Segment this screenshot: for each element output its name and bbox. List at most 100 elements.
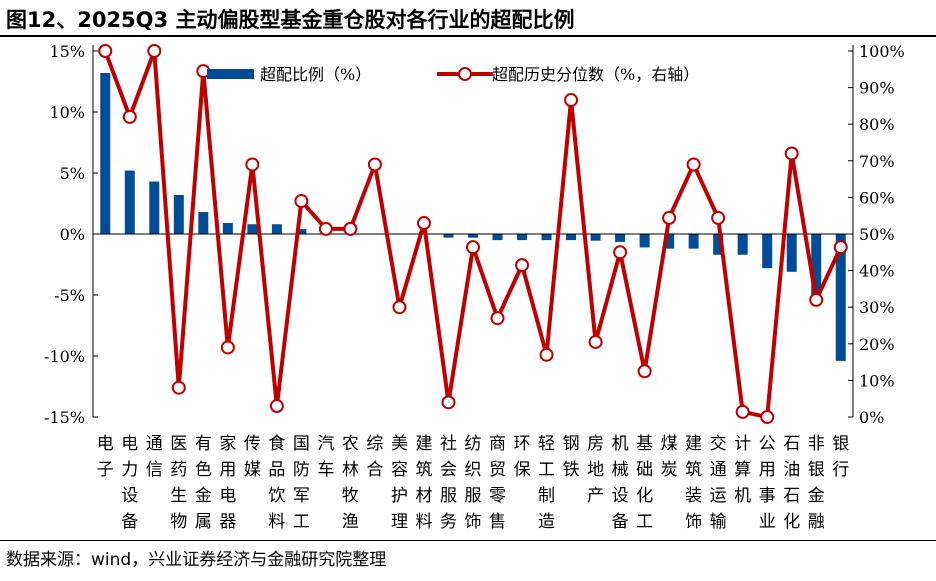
percentile-point-轻工制造 <box>539 347 554 362</box>
category-label: 通信 <box>146 434 163 480</box>
category-label: 美容护理 <box>391 434 408 532</box>
percentile-point-传媒 <box>245 157 260 172</box>
category-label: 传媒 <box>244 434 261 480</box>
bar-医药生物 <box>173 194 184 234</box>
right-tick-label: 30% <box>859 298 895 317</box>
source-divider <box>0 540 936 541</box>
right-tick-label: 60% <box>859 188 895 207</box>
right-tick-label: 0% <box>859 408 884 427</box>
bar-国防军工 <box>296 229 307 234</box>
legend-line-label: 超配历史分位数（%，右轴） <box>492 65 699 84</box>
category-label: 家用电器 <box>219 434 236 532</box>
bar-钢铁 <box>566 234 577 241</box>
category-label: 医药生物 <box>170 434 187 532</box>
category-label: 纺织服饰 <box>465 434 482 532</box>
bar-公用事业 <box>762 234 773 269</box>
bar-环保 <box>517 234 528 241</box>
percentile-point-石油石化 <box>784 146 799 161</box>
percentile-point-机械设备 <box>613 245 628 260</box>
bar-基础化工 <box>639 234 650 248</box>
bar-计算机 <box>737 234 748 255</box>
bar-通信 <box>149 181 160 234</box>
right-tick-label: 10% <box>859 371 895 390</box>
bar-银行 <box>835 234 846 361</box>
legend-bar-label: 超配比例（%） <box>260 65 371 84</box>
chart-title: 图12、2025Q3 主动偏股型基金重仓股对各行业的超配比例 <box>6 8 575 32</box>
category-label: 非银金融 <box>808 434 825 532</box>
percentile-point-商贸零售 <box>490 311 505 326</box>
category-label: 有色金属 <box>195 434 212 532</box>
right-tick-label: 40% <box>859 262 895 281</box>
category-label: 轻工制造 <box>538 434 555 532</box>
bar-房地产 <box>590 234 601 241</box>
right-tick-label: 80% <box>859 115 895 134</box>
bar-传媒 <box>247 224 258 234</box>
category-label: 综合 <box>366 434 383 480</box>
left-tick-label: -5% <box>54 286 85 305</box>
right-tick-label: 70% <box>859 152 895 171</box>
bar-石油石化 <box>786 234 797 272</box>
category-label: 交通运输 <box>710 434 727 532</box>
percentile-point-农林牧渔 <box>343 221 358 236</box>
percentile-point-通信 <box>147 44 162 58</box>
bar-商贸零售 <box>492 234 503 241</box>
percentile-point-银行 <box>833 240 848 255</box>
category-label: 石油石化 <box>783 434 800 532</box>
percentile-point-医药生物 <box>171 380 186 395</box>
bar-机械设备 <box>615 234 626 242</box>
percentile-point-建筑装饰 <box>686 157 701 172</box>
bar-电子 <box>100 72 111 235</box>
category-label: 建筑装饰 <box>685 434 702 532</box>
percentile-point-汽车 <box>318 221 333 236</box>
percentile-point-煤炭 <box>662 210 677 225</box>
bar-非银金融 <box>811 234 822 295</box>
percentile-point-社会服务 <box>441 395 456 410</box>
right-tick-label: 20% <box>859 335 895 354</box>
title-divider <box>0 35 936 37</box>
left-tick-label: 5% <box>60 164 85 183</box>
category-label: 机械设备 <box>612 434 629 532</box>
category-label: 建筑材料 <box>415 434 432 532</box>
percentile-point-食品饮料 <box>269 399 284 414</box>
category-label: 银行 <box>832 434 849 480</box>
right-tick-label: 50% <box>859 225 895 244</box>
category-label: 环保 <box>514 434 531 480</box>
category-label: 房地产 <box>587 434 604 506</box>
percentile-point-房地产 <box>588 334 603 349</box>
percentile-point-纺织服饰 <box>466 240 480 255</box>
bar-家用电器 <box>222 223 233 234</box>
bar-社会服务 <box>443 234 454 238</box>
category-label: 社会服务 <box>440 434 457 532</box>
category-label: 基础化工 <box>636 434 653 532</box>
legend-bar-swatch <box>207 69 254 79</box>
category-label: 汽车 <box>317 434 334 480</box>
category-label: 农林牧渔 <box>342 434 359 532</box>
percentile-point-建筑材料 <box>416 216 431 231</box>
bar-交通运输 <box>713 234 724 255</box>
percentile-point-钢铁 <box>564 93 579 108</box>
category-label: 计算机 <box>734 434 751 506</box>
bar-电力设备 <box>124 170 135 234</box>
category-label: 钢铁 <box>563 434 580 480</box>
right-tick-label: 100% <box>859 42 905 61</box>
percentile-point-公用事业 <box>760 410 775 424</box>
left-tick-label: -15% <box>44 408 85 427</box>
percentile-point-家用电器 <box>220 340 235 355</box>
percentile-point-电子 <box>98 44 113 58</box>
percentile-point-电力设备 <box>122 109 137 124</box>
left-tick-label: 0% <box>60 225 85 244</box>
bar-轻工制造 <box>541 234 552 241</box>
bar-食品饮料 <box>271 224 282 234</box>
category-label: 煤炭 <box>661 434 678 480</box>
category-label: 商贸零售 <box>489 434 506 532</box>
category-label: 食品饮料 <box>268 434 285 532</box>
percentile-point-计算机 <box>735 404 750 419</box>
bar-建筑装饰 <box>688 234 699 249</box>
percentile-point-美容护理 <box>392 300 407 315</box>
source-note: 数据来源：wind，兴业证券经济与金融研究院整理 <box>6 550 387 570</box>
category-label: 公用事业 <box>759 434 776 532</box>
bar-有色金属 <box>198 212 209 234</box>
percentile-point-交通运输 <box>711 210 726 225</box>
left-tick-label: 10% <box>49 103 85 122</box>
